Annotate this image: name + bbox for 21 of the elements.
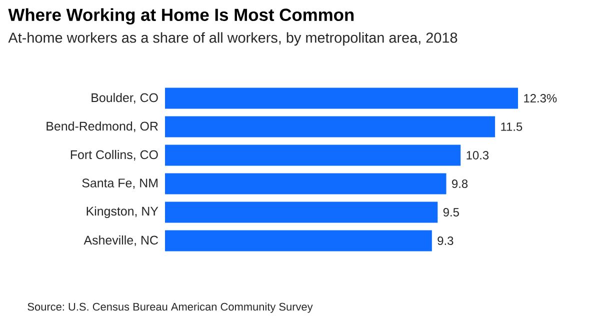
- y-tick-label: Bend-Redmond, OR: [46, 121, 158, 132]
- chart-subtitle: At-home workers as a share of all workers, by metropolitan area, 2018: [8, 32, 458, 46]
- bar: [165, 202, 438, 223]
- y-tick-label: Santa Fe, NM: [82, 178, 158, 189]
- data-label: 12.3%: [524, 94, 557, 102]
- data-label: 9.8: [452, 180, 468, 188]
- bar: [165, 88, 518, 109]
- bar: [165, 116, 496, 138]
- y-tick-label: Fort Collins, CO: [70, 150, 158, 161]
- data-label: 11.5: [501, 122, 522, 131]
- bar: [165, 173, 446, 194]
- bar: [165, 144, 461, 166]
- data-label: 9.3: [438, 236, 454, 245]
- y-tick-label: Boulder, CO: [92, 92, 158, 104]
- bar: [165, 230, 432, 252]
- source-note: Source: U.S. Census Bureau American Community Survey: [28, 302, 313, 313]
- data-label: 10.3: [466, 151, 489, 160]
- y-tick-label: Kingston, NY: [86, 206, 158, 218]
- data-label: 9.5: [443, 208, 459, 216]
- y-tick-label: Asheville, NC: [84, 235, 158, 246]
- chart-title: Where Working at Home Is Most Common: [8, 8, 354, 25]
